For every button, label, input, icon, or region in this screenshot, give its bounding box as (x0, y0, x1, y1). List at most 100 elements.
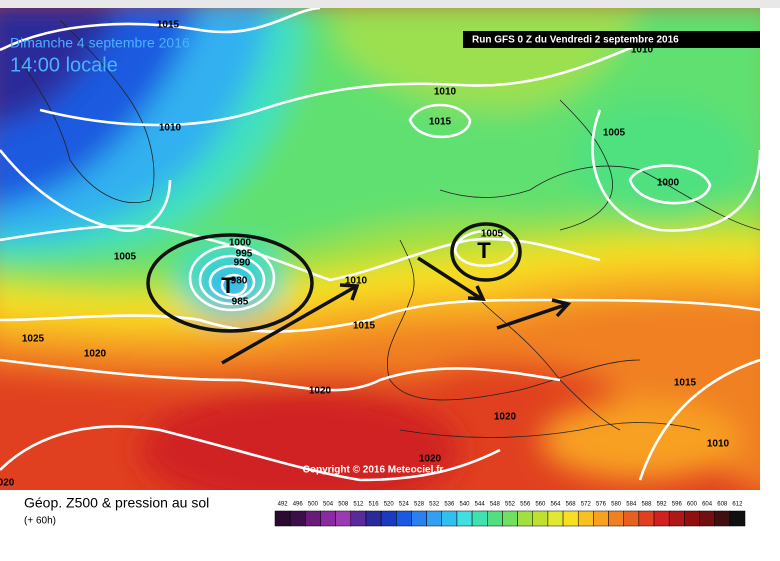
scale-label: 532 (429, 502, 440, 508)
scale-label: 508 (338, 502, 349, 508)
scale-label: 572 (581, 502, 592, 508)
scale-swatch (350, 510, 367, 527)
scale-label: 592 (657, 502, 668, 508)
isobar-label: 1000 (229, 238, 252, 249)
isobar-label: 1010 (707, 439, 730, 450)
scale-label: 552 (505, 502, 516, 508)
scale-swatch (608, 510, 624, 527)
scale-swatch (562, 510, 579, 527)
scale-swatch (487, 510, 503, 527)
scale-label: 492 (278, 502, 289, 508)
isobar-label: 985 (232, 297, 249, 308)
isobar-label: 020 (0, 478, 15, 489)
scale-swatch (305, 510, 321, 527)
scale-swatch (426, 510, 443, 527)
scale-label: 540 (460, 502, 471, 508)
scale-swatch (577, 510, 594, 527)
scale-swatch (729, 510, 746, 527)
isobar-label: 1020 (419, 454, 442, 465)
scale-label: 584 (626, 502, 637, 508)
scale-label: 500 (308, 502, 319, 508)
map-area (0, 8, 760, 490)
isobar-label: 1020 (84, 349, 107, 360)
pressure-marker: T (221, 273, 235, 298)
isobar-label: 1010 (345, 276, 368, 287)
scale-label: 608 (717, 502, 728, 508)
scale-swatch (714, 510, 731, 527)
isobar-label: 990 (234, 258, 251, 269)
scale-swatch (335, 510, 352, 527)
isobar-label: 1020 (309, 386, 332, 397)
scale-label: 560 (535, 502, 546, 508)
scale-swatch (668, 510, 685, 527)
isobar-label: 1010 (159, 123, 182, 134)
right-margin (760, 8, 780, 490)
scale-label: 576 (596, 502, 607, 508)
scale-label: 596 (672, 502, 683, 508)
scale-label: 524 (399, 502, 410, 508)
scale-label: 580 (611, 502, 622, 508)
scale-label: 520 (384, 502, 395, 508)
scale-label: 544 (475, 502, 486, 508)
scale-swatch (593, 510, 609, 527)
scale-swatch (274, 510, 291, 527)
isobars (0, 8, 760, 482)
isobar-label: 1015 (674, 378, 697, 389)
run-banner (463, 31, 760, 48)
forecast-date: Dimanche 4 septembre 2016 (10, 35, 190, 51)
isobar-label: 1025 (22, 334, 45, 345)
scale-swatch (289, 510, 306, 527)
scale-swatch (684, 510, 700, 527)
scale-label: 612 (732, 502, 743, 508)
scale-swatch (638, 510, 655, 527)
scale-label: 536 (444, 502, 455, 508)
scale-swatch (456, 510, 473, 527)
isobar-label: 1005 (114, 252, 137, 263)
isobar-label: 1005 (603, 128, 626, 139)
scale-swatch (502, 510, 518, 527)
scale-label: 512 (353, 502, 364, 508)
isobar-label: 1015 (353, 321, 376, 332)
scale-label: 568 (566, 502, 577, 508)
forecast-time: 14:00 locale (10, 54, 118, 76)
isobar-label: 1005 (481, 229, 504, 240)
scale-label: 600 (687, 502, 698, 508)
isobar-label: 1010 (631, 45, 654, 56)
scale-label: 604 (702, 502, 713, 508)
legend-subtitle: (+ 60h) (24, 516, 56, 527)
scale-label: 564 (550, 502, 561, 508)
run-info: Run GFS 0 Z du Vendredi 2 septembre 2016 (472, 35, 679, 46)
pressure-marker: T (477, 238, 491, 263)
scale-label: 556 (520, 502, 531, 508)
legend-title: Géop. Z500 & pression au sol (24, 495, 209, 511)
scale-swatch (623, 510, 640, 527)
scale-swatch (396, 510, 412, 527)
isobar-label: 995 (236, 249, 253, 260)
scale-label: 548 (490, 502, 501, 508)
scale-label: 516 (369, 502, 380, 508)
isobar-label: 1015 (157, 20, 180, 31)
isobar-label: 1020 (494, 412, 517, 423)
scale-swatch (411, 510, 427, 527)
isobar-label: 1010 (434, 87, 457, 98)
scale-label: 496 (293, 502, 304, 508)
isobar-label: 1015 (429, 117, 452, 128)
scale-swatch (380, 510, 397, 527)
scale-label: 528 (414, 502, 425, 508)
scale-swatch (517, 510, 533, 527)
scale-label: 588 (641, 502, 652, 508)
annotations (146, 222, 572, 365)
scale-swatch (699, 510, 715, 527)
scale-swatch (653, 510, 670, 527)
scale-swatch (365, 510, 382, 527)
isobar-label: 1000 (657, 178, 680, 189)
scale-swatch (547, 510, 564, 527)
scale-label: 504 (323, 502, 334, 508)
scale-swatch (441, 510, 458, 527)
isobar-label: 980 (231, 276, 248, 287)
scale-swatch (471, 510, 488, 527)
scale-swatch (320, 510, 336, 527)
scale-swatch (532, 510, 549, 527)
